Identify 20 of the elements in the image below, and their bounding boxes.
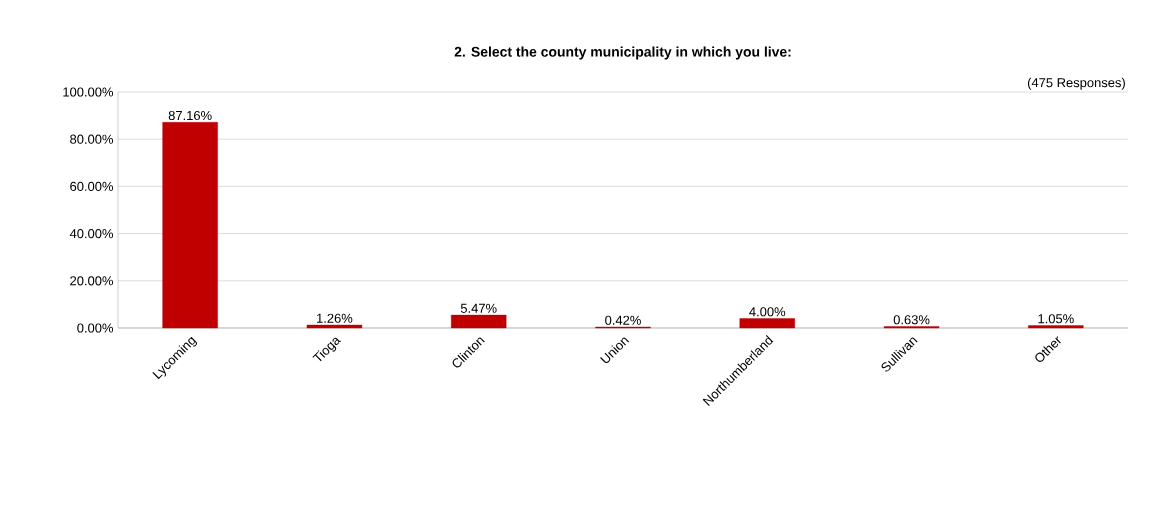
bar (306, 324, 363, 329)
data-label: 1.05% (1038, 314, 1074, 324)
data-label: 0.63% (893, 315, 930, 325)
data-label: 87.16% (168, 110, 212, 121)
y-tick-label: 60.00% (70, 181, 114, 191)
y-tick-label: 0.00% (77, 323, 114, 333)
data-label: 5.47% (460, 303, 497, 313)
y-tick-label: 100.00% (63, 87, 114, 97)
y-tick-label: 80.00% (70, 134, 114, 144)
y-tick-label: 20.00% (70, 276, 114, 286)
chart-title: 2. Select the county municipality in which you live: (454, 46, 791, 60)
text: (475 Responses) (1027, 77, 1125, 90)
bar (162, 122, 218, 329)
data-label: 1.26% (317, 313, 353, 323)
data-label: 0.42% (605, 315, 641, 325)
bar (1028, 325, 1084, 329)
y-tick-label: 40.00% (69, 229, 114, 239)
data-label: 4.00% (749, 307, 786, 317)
bar (739, 318, 795, 329)
bar (451, 314, 507, 329)
